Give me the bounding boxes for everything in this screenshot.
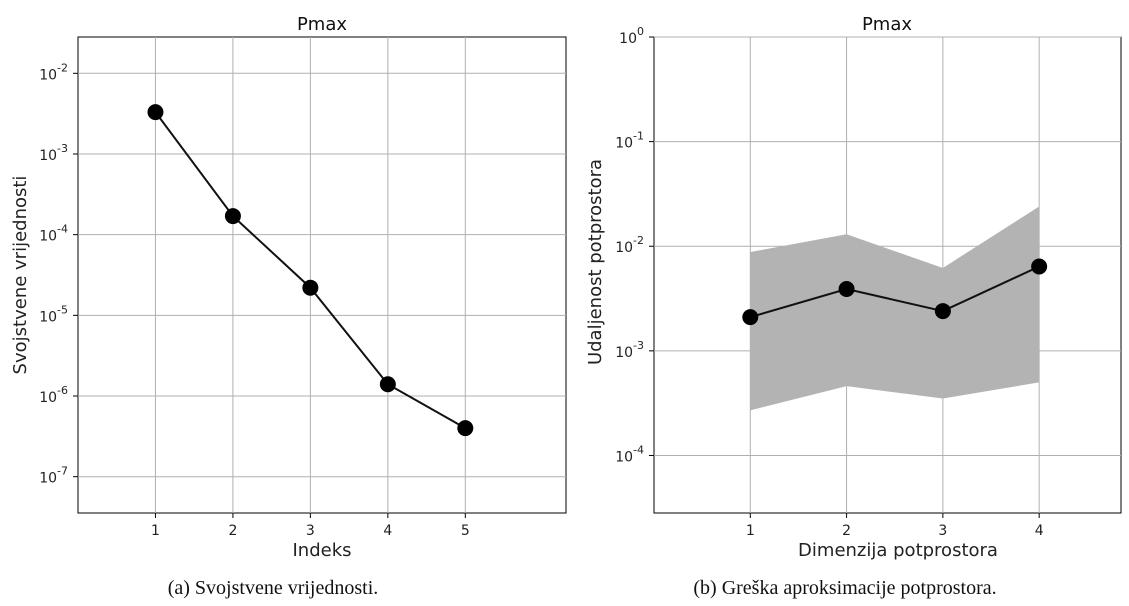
data-point (934, 303, 951, 320)
x-tick-label: 3 (306, 523, 315, 539)
chart-b-xlabel: Dimenzija potprostora (798, 540, 998, 561)
y-tick-label: 100 (619, 25, 644, 47)
x-tick-label: 4 (383, 523, 392, 539)
y-tick-label: 10-2 (39, 61, 68, 83)
data-point (224, 208, 241, 225)
error-band (750, 206, 1040, 411)
y-tick-label: 10-1 (615, 130, 644, 152)
chart-b-ylabel: Udaljenost potprostora (585, 159, 606, 365)
chart-eigenvalues: 1 2 3 4 5 10-7 10-6 10-5 10-4 10-3 10-2 Pmax Indek… (10, 14, 567, 599)
y-tick-label: 10-6 (39, 384, 68, 406)
y-tick-label: 10-7 (39, 465, 68, 487)
y-tick-label: 10-4 (615, 443, 644, 465)
data-point (1031, 258, 1048, 275)
x-tick-label: 2 (842, 523, 851, 539)
chart-a-title: Pmax (297, 14, 347, 35)
y-tick-label: 10-3 (39, 142, 68, 164)
x-tick-label: 1 (151, 523, 160, 539)
x-tick-label: 5 (461, 523, 470, 539)
data-point (838, 281, 855, 298)
data-point (147, 104, 164, 121)
series-line (750, 265, 1040, 319)
data-point (457, 420, 474, 437)
data-point (302, 279, 319, 296)
x-tick-label: 2 (228, 523, 237, 539)
chart-a-caption: (a) Svojstvene vrijednosti. (168, 577, 379, 599)
y-tick-label: 10-3 (615, 339, 644, 361)
chart-a-ylabel: Svojstvene vrijednosti (10, 176, 31, 375)
y-tick-label: 10-4 (39, 223, 68, 245)
x-tick-label: 4 (1035, 523, 1044, 539)
data-point (742, 309, 759, 326)
y-tick-label: 10-5 (39, 303, 68, 325)
x-tick-label: 3 (938, 523, 947, 539)
y-tick-label: 10-2 (615, 234, 644, 256)
chart-a-xlabel: Indeks (292, 540, 351, 561)
chart-subspace-distance: 1 2 3 4 10-4 10-3 10-2 10-1 100 Pmax Dimenzija p… (585, 14, 1122, 599)
chart-b-caption: (b) Greška aproksimacije potprostora. (693, 577, 996, 599)
plot-area-a (77, 36, 567, 514)
x-tick-label: 1 (746, 523, 755, 539)
chart-b-title: Pmax (862, 14, 912, 35)
data-point (379, 376, 396, 393)
